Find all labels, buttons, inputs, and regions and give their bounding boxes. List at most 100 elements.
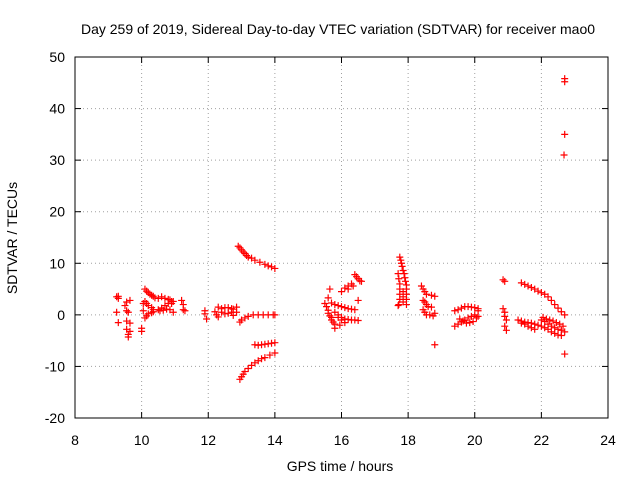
data-point [149,292,157,300]
data-point [338,303,345,311]
data-point [178,296,186,304]
data-point [399,298,407,306]
data-point [427,303,435,311]
data-point [547,296,555,304]
data-point [426,311,434,319]
data-point [431,341,439,349]
data-point [454,306,462,314]
data-point [138,327,146,335]
data-point [179,306,187,314]
data-point [551,329,559,337]
data-point [351,306,359,314]
data-point [527,324,535,332]
data-point [124,333,132,341]
data-point [541,324,549,332]
data-point [499,276,507,284]
data-point [244,253,252,261]
data-point [502,316,510,324]
data-point [542,315,550,323]
data-point [264,262,272,270]
data-point [534,287,542,295]
data-point [398,262,406,270]
data-point [524,282,532,290]
data-point [258,355,266,363]
data-point [126,327,134,335]
data-point [431,292,439,300]
data-point [561,130,569,138]
data-point [168,300,176,308]
y-tick-label: 20 [49,204,65,220]
data-point [537,322,545,330]
data-point [397,259,405,267]
data-point [243,252,251,260]
data-point [241,368,249,376]
data-point [537,289,545,297]
data-point [501,322,509,330]
data-point [218,308,226,316]
data-point [214,303,222,311]
x-axis-label: GPS time / hours [287,458,394,474]
data-point [557,331,565,339]
data-point [229,311,237,319]
x-tick-label: 14 [267,432,283,448]
grid [75,57,608,418]
data-point [161,294,169,302]
data-point [336,321,344,329]
data-point [271,339,279,347]
data-point [471,311,479,319]
data-point [501,312,509,320]
y-tick-label: 40 [49,101,65,117]
data-point [224,309,232,317]
data-point [326,285,334,293]
data-point [472,314,480,322]
data-point [552,319,560,327]
data-point [561,350,569,358]
data-point [271,311,279,319]
data-point [551,301,559,309]
data-point [344,285,352,293]
data-point [471,304,479,312]
axis-ticks: 8 10 12 14 16 18 20 22 24 -20 -10 0 10 20 30 40 50 [45,49,616,448]
data-point [234,242,242,250]
data-point [123,298,131,306]
data-point [256,258,264,266]
data-point [321,300,329,308]
x-tick-label: 10 [134,432,150,448]
data-point [499,305,507,313]
data-point [214,313,222,321]
data-point [159,306,167,314]
data-point [517,279,525,287]
data-point [354,317,362,325]
data-point [397,256,405,264]
data-point [395,301,403,309]
data-point [126,319,134,327]
data-point [233,308,241,316]
data-point [549,317,557,325]
data-point [544,293,552,301]
data-point [502,326,510,334]
data-point [521,280,529,288]
data-point [527,284,535,292]
data-point [422,290,430,298]
data-point [271,264,279,272]
data-point [517,319,525,327]
data-point [166,296,174,304]
data-point [399,267,407,275]
data-point [474,312,482,320]
y-axis-label: SDTVAR / TECUs [4,182,20,294]
data-point [464,314,472,322]
data-point [124,308,132,316]
data-point [539,313,547,321]
data-point [323,303,331,311]
data-point [401,274,409,282]
data-point [331,324,339,332]
data-point [394,270,402,278]
y-tick-label: 10 [49,255,65,271]
data-point [341,319,349,327]
data-point [261,354,269,362]
data-point [354,296,362,304]
data-point [121,302,129,310]
data-point [203,315,211,323]
